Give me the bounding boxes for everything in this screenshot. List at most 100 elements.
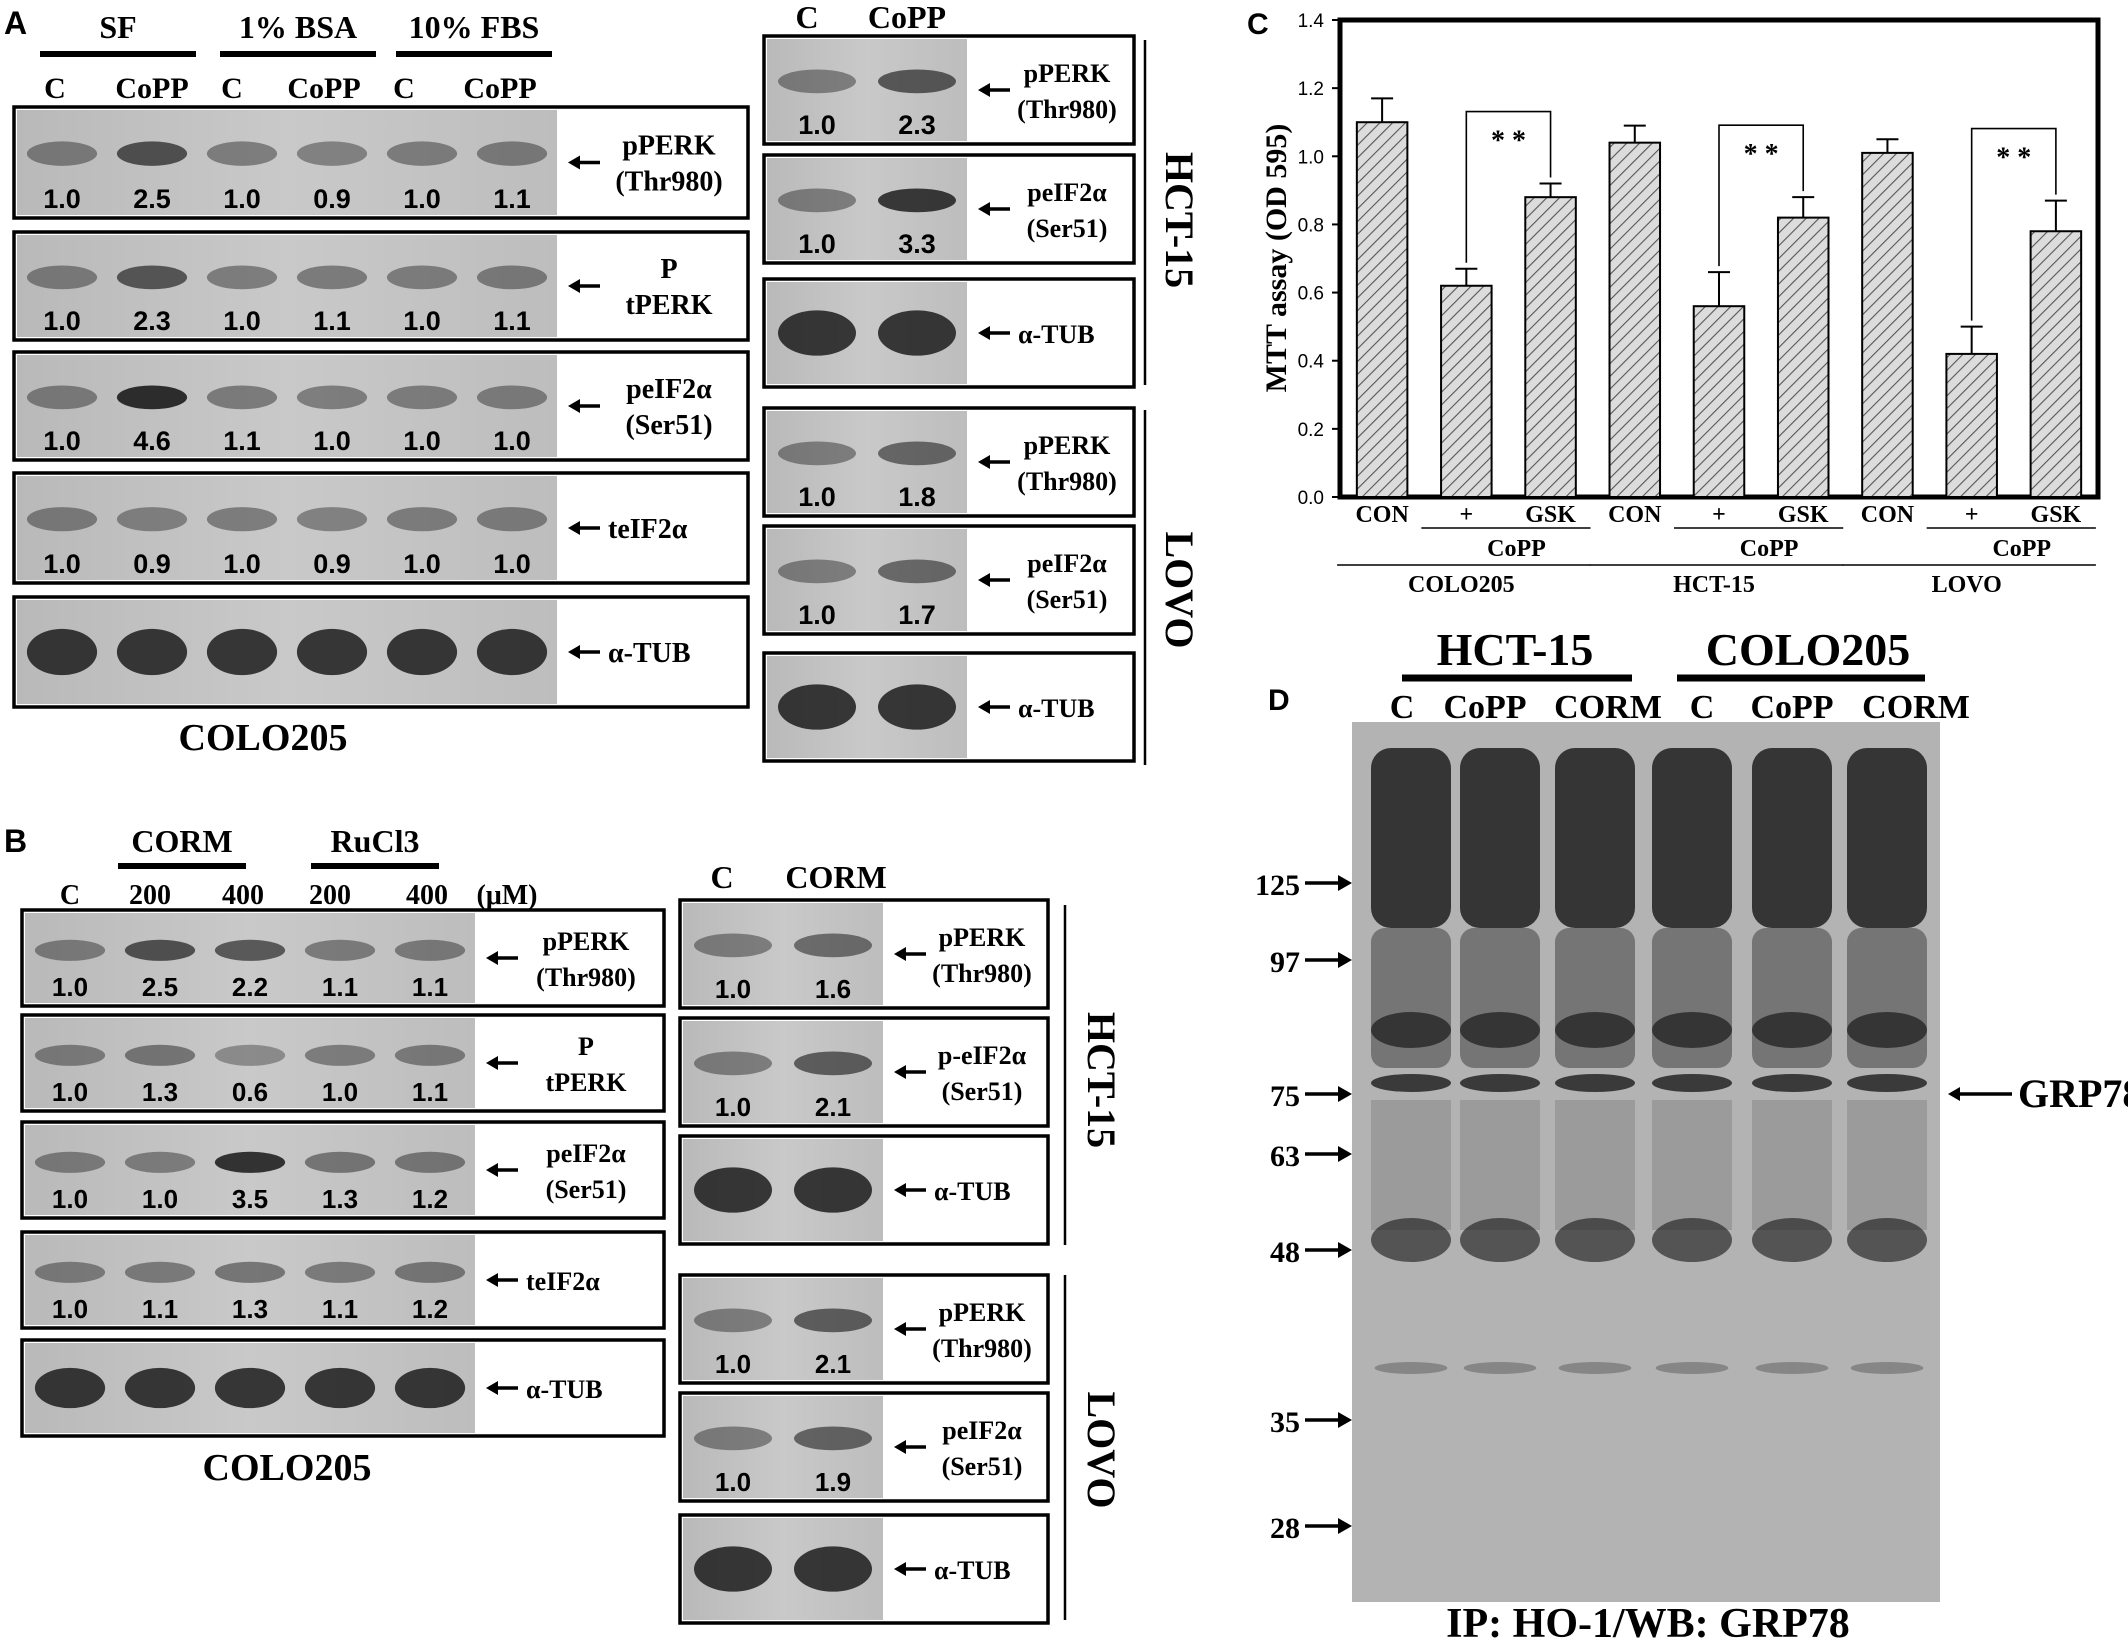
blot-band <box>794 1308 872 1333</box>
treatment-label: CORM <box>131 823 232 859</box>
blot-row: 1.0 2.5 2.2 1.1 1.1 pPERK (Thr980) <box>20 908 666 1008</box>
band-ratio: 1.1 <box>493 184 531 214</box>
blot-band <box>26 628 98 676</box>
band-ratio: 1.0 <box>52 1184 88 1214</box>
band-ratio: 1.0 <box>715 1349 751 1379</box>
blot-band <box>476 385 548 410</box>
band-ratio: 2.5 <box>133 184 171 214</box>
arrow-icon <box>486 1381 518 1395</box>
treatment-label: CoPP <box>1487 536 1546 562</box>
lane-label: 200 <box>129 880 171 911</box>
blot-label: peIF2α <box>1027 178 1107 207</box>
band-ratio: 2.5 <box>142 972 178 1002</box>
lane-label: CoPP <box>1443 689 1526 726</box>
band-ratio: 1.0 <box>52 972 88 1002</box>
band-ratio: 1.1 <box>142 1294 178 1324</box>
bar <box>2029 230 2083 498</box>
blot-band <box>34 1151 106 1173</box>
blot-label: P <box>578 1032 594 1061</box>
blot-band <box>476 628 548 676</box>
blot-band <box>124 939 196 961</box>
band-ratio: 1.0 <box>52 1077 88 1107</box>
band-ratio: 1.0 <box>493 426 531 456</box>
band-ratio: 1.2 <box>412 1184 448 1214</box>
blot-label: tPERK <box>625 290 712 321</box>
gel-band <box>1752 1218 1832 1262</box>
panel-b-side-blots: C CORM 1.0 1.6 pPERK (Thr980) 1.0 2.1 p-eIF2α (Se… <box>678 859 1124 1625</box>
cell-line-label: COLO205 <box>1706 624 1910 675</box>
band-ratio: 1.0 <box>403 549 441 579</box>
blot-label: pPERK <box>1024 431 1111 460</box>
lane-label: CORM <box>1862 689 1970 726</box>
blot-label: (Ser51) <box>625 410 712 441</box>
gel-smear <box>1652 748 1732 928</box>
lane-label: C <box>1690 689 1715 726</box>
cell-line-label: HCT-15 <box>1079 1012 1124 1148</box>
blot-band <box>296 385 368 410</box>
blot-band <box>694 1167 772 1213</box>
marker-arrow-icon <box>1305 875 1352 891</box>
band-ratio: 1.0 <box>322 1077 358 1107</box>
category-label: CON <box>1608 502 1662 528</box>
blot-band <box>878 69 956 94</box>
blot-band <box>34 1367 106 1409</box>
blot-band <box>878 684 956 730</box>
band-ratio: 1.0 <box>43 184 81 214</box>
mw-marker-label: 125 <box>1255 869 1300 902</box>
gel-band <box>1847 1012 1927 1048</box>
blot-row: 1.0 2.5 1.0 0.9 1.0 1.1 pPERK (Thr980) <box>12 105 750 220</box>
blot-label: (Ser51) <box>546 1175 627 1204</box>
blot-band <box>206 141 278 166</box>
band-ratio: 2.3 <box>898 110 936 140</box>
category-label: + <box>1459 502 1473 528</box>
blot-band <box>206 628 278 676</box>
blot-row: 1.0 0.9 1.0 0.9 1.0 1.0 teIF2α <box>12 471 750 585</box>
blot-label: (Thr980) <box>932 1334 1032 1363</box>
band-ratio: 1.1 <box>313 306 351 336</box>
band-ratio: 0.9 <box>313 184 351 214</box>
blot-label: α-TUB <box>934 1177 1011 1206</box>
significance-marker: * * <box>1996 143 2031 174</box>
band-ratio: 1.0 <box>223 549 261 579</box>
blot-row: α-TUB <box>762 651 1136 763</box>
lane-label: C <box>44 72 66 105</box>
gel-smear <box>1847 1100 1927 1230</box>
blot-band <box>214 1151 286 1173</box>
blot-band <box>476 265 548 290</box>
treatment-label: RuCl3 <box>331 823 420 859</box>
marker-arrow-icon <box>1305 1086 1352 1102</box>
band-ratio: 1.0 <box>223 184 261 214</box>
arrow-icon <box>894 1065 926 1079</box>
lane-label: CoPP <box>463 72 536 105</box>
panel-d-ip-gel: D HCT-15 COLO205 C CoPP CORM C CoPP CORM 125 97 75 6… <box>1255 624 2128 1640</box>
blot-band <box>296 628 368 676</box>
mw-marker-label: 63 <box>1270 1140 1300 1173</box>
gel-band <box>1371 1218 1451 1262</box>
panel-letter: D <box>1268 684 1290 717</box>
panel-letter: C <box>1247 8 1269 41</box>
grp78-arrow-icon <box>1948 1087 2012 1101</box>
gel-band <box>1371 1012 1451 1048</box>
gel-band <box>1847 1074 1927 1092</box>
mw-marker-label: 97 <box>1270 946 1300 979</box>
blot-band <box>694 1426 772 1451</box>
gel-band <box>1755 1362 1829 1374</box>
gel-smear <box>1460 1100 1540 1230</box>
gel-band <box>1558 1362 1632 1374</box>
band-ratio: 1.0 <box>493 549 531 579</box>
blot-row: 1.0 1.8 pPERK (Thr980) <box>762 406 1136 518</box>
blot-row: α-TUB <box>20 1338 666 1438</box>
panel-letter: A <box>4 5 27 41</box>
blot-label: (Thr980) <box>932 959 1032 988</box>
gel-strip <box>17 235 557 337</box>
band-ratio: 1.1 <box>493 306 531 336</box>
blot-band <box>778 188 856 213</box>
blot-row: 1.0 1.0 3.5 1.3 1.2 peIF2α (Ser51) <box>20 1120 666 1220</box>
bar <box>1355 121 1409 498</box>
lane-label: CoPP <box>115 72 188 105</box>
blot-label: (Ser51) <box>942 1077 1023 1106</box>
